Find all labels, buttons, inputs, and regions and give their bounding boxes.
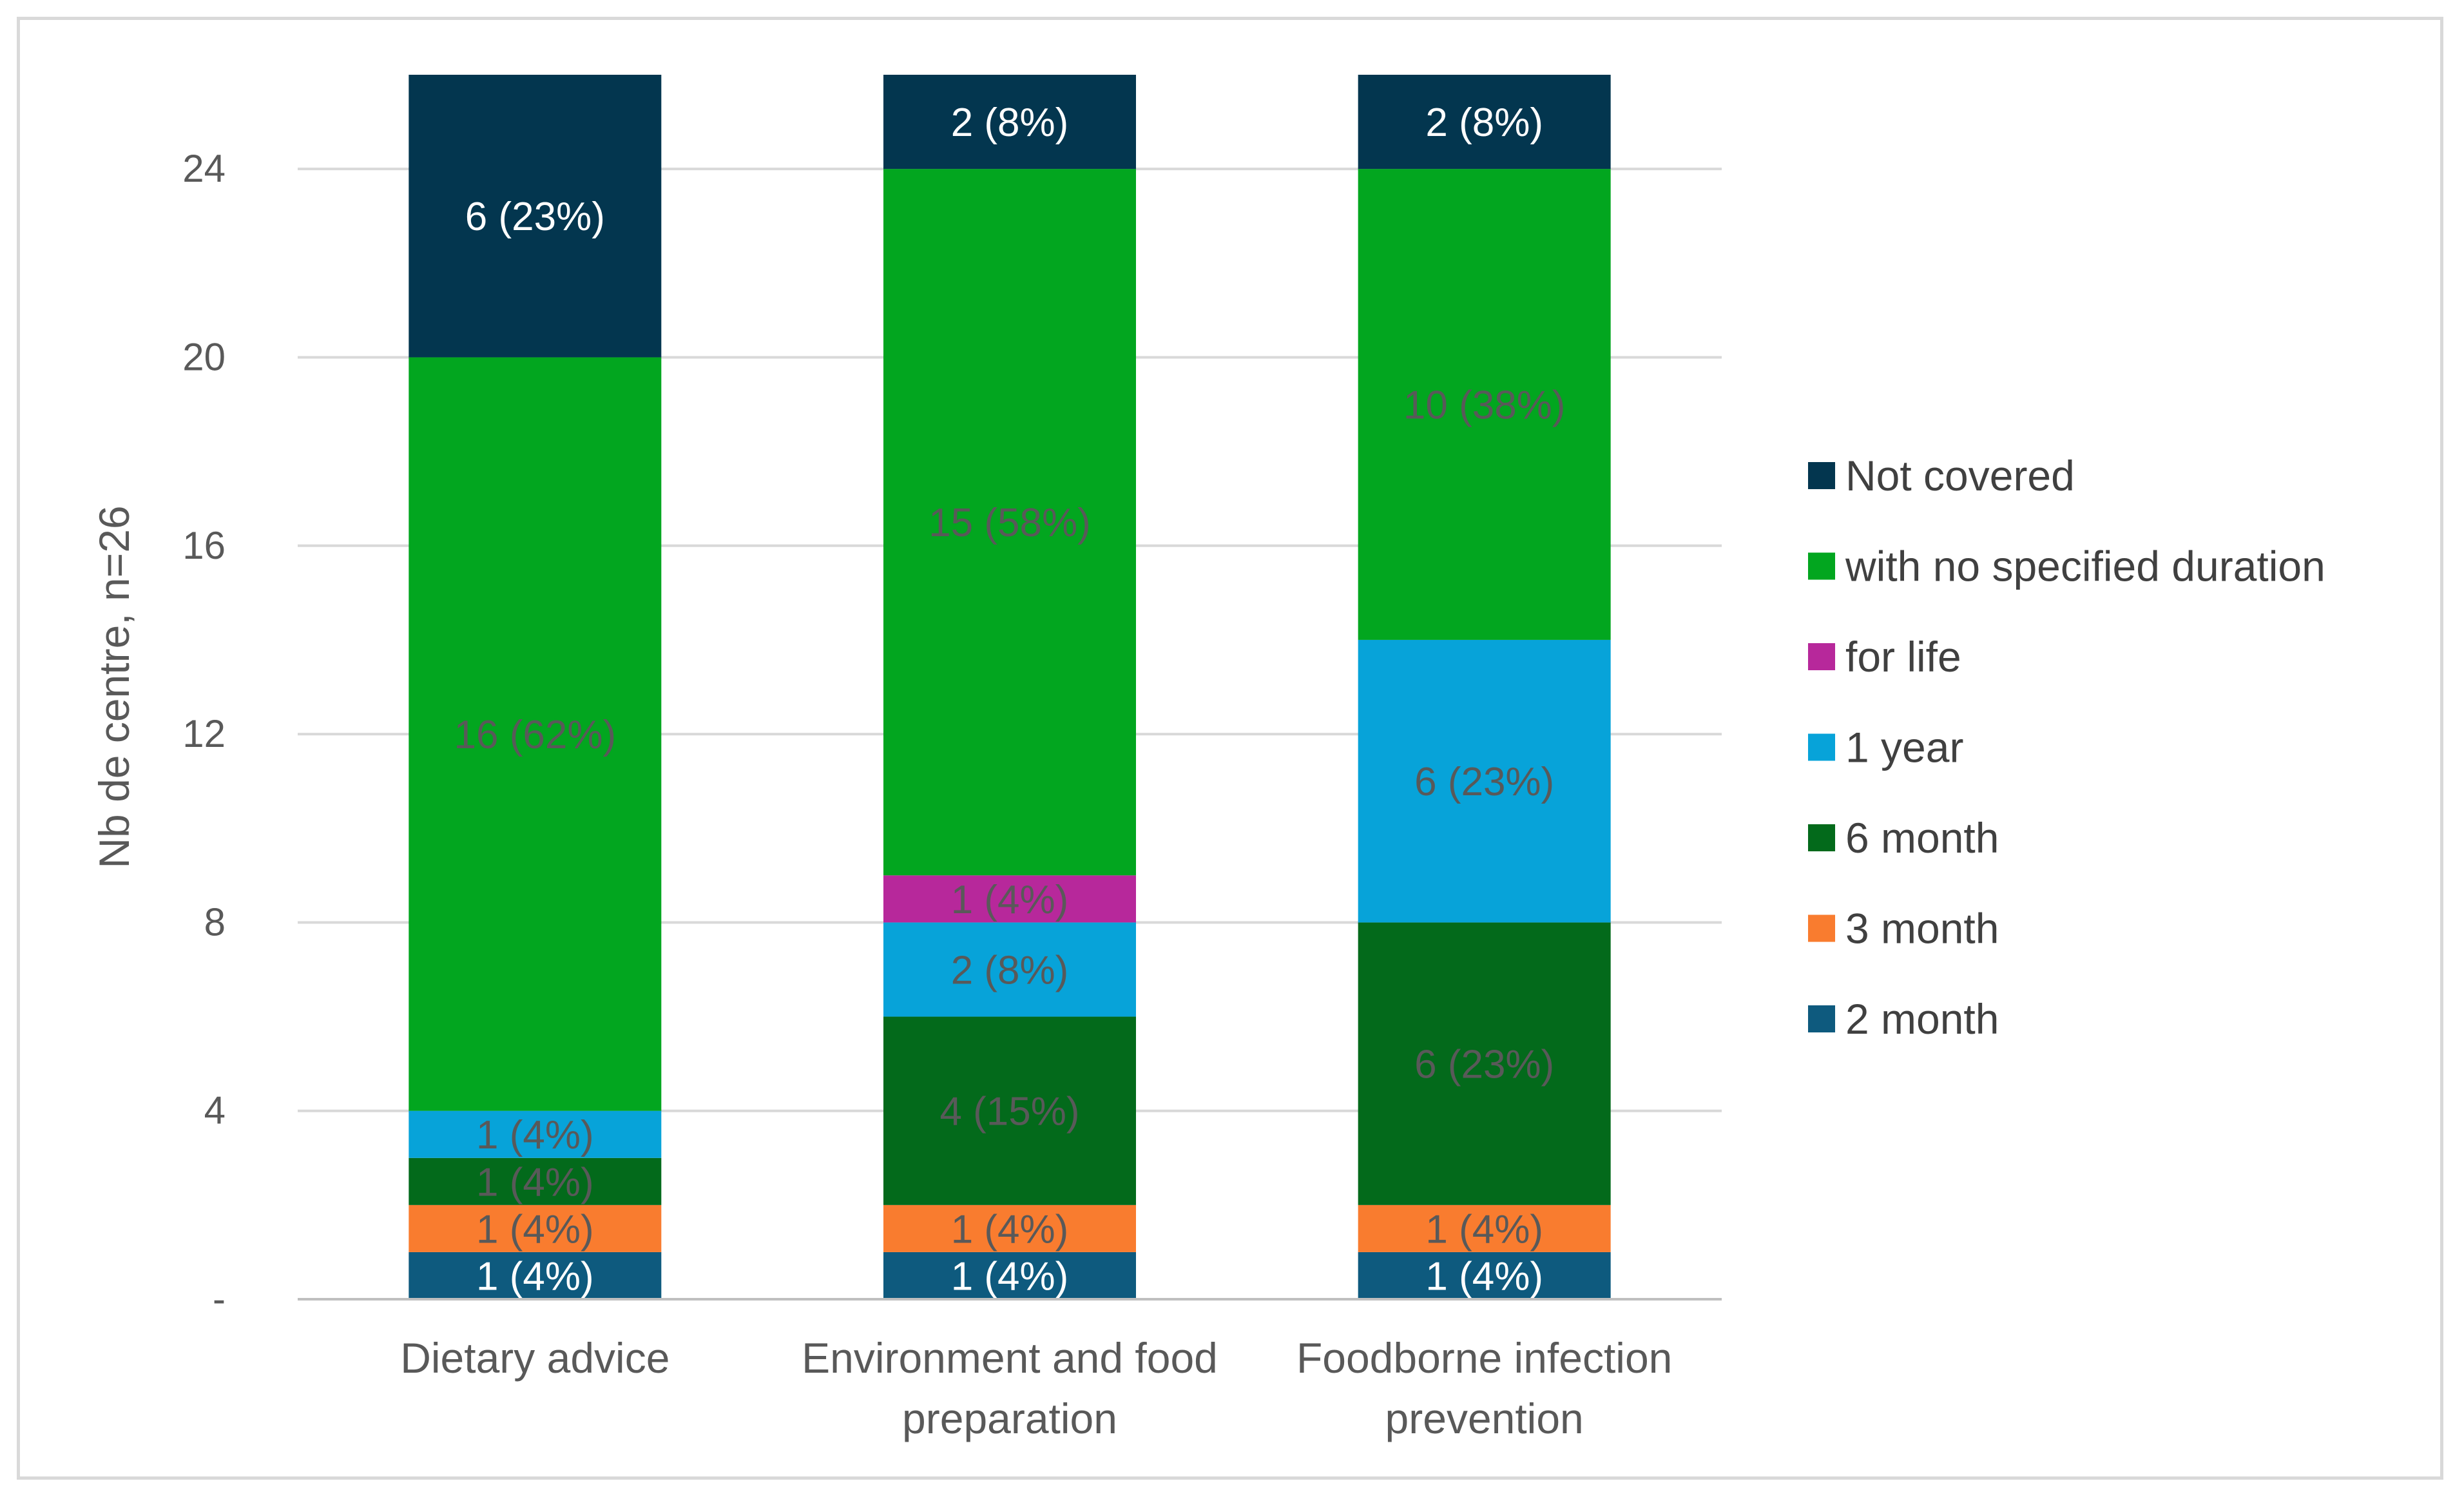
y-tick-label: 16 (182, 524, 226, 567)
data-label: 1 (4%) (951, 878, 1069, 922)
legend-label-1-year: 1 year (1845, 724, 1963, 771)
legend-label-not-covered: Not covered (1845, 452, 2075, 499)
bar-segment-3-month (883, 1204, 1136, 1252)
y-tick-label: 20 (182, 335, 226, 378)
legend-label-2-month: 2 month (1845, 995, 1999, 1043)
bar-segment-not-covered (883, 75, 1136, 169)
legend-label-for-life: for life (1845, 633, 1961, 681)
legend-swatch-1-year (1808, 733, 1835, 761)
legend-swatch-not-covered (1808, 462, 1835, 489)
y-tick-label: 12 (182, 712, 226, 755)
data-label: 1 (4%) (1425, 1254, 1543, 1299)
data-label: 2 (8%) (951, 948, 1069, 992)
bar-segment-6-month (1358, 922, 1611, 1205)
bar-segment-3-month (1358, 1204, 1611, 1252)
legend-swatch-for-life (1808, 643, 1835, 670)
legend-label-3-month: 3 month (1845, 905, 1999, 953)
legend-label-with-no-specified-duration: with no specified duration (1845, 543, 2325, 590)
data-label: 1 (4%) (476, 1254, 594, 1299)
x-category-label: Dietary advice (400, 1334, 669, 1382)
y-tick-label: 4 (204, 1089, 226, 1132)
bar-segment-not-covered (1358, 75, 1611, 169)
x-category-label: Foodborne infection (1296, 1334, 1672, 1382)
data-label: 16 (62%) (454, 713, 617, 757)
bar-segment-for-life (883, 875, 1136, 923)
legend-swatch-2-month (1808, 1005, 1835, 1032)
data-label: 1 (4%) (1425, 1207, 1543, 1252)
bar-segment-3-month (409, 1204, 662, 1252)
bar-segment-with-no-specified-duration (883, 169, 1136, 876)
data-label: 6 (23%) (1414, 760, 1554, 804)
y-tick-label: 8 (204, 900, 226, 943)
data-label: 1 (4%) (476, 1160, 594, 1204)
data-label: 1 (4%) (476, 1207, 594, 1252)
data-label: 4 (15%) (939, 1090, 1079, 1134)
y-tick-label: 24 (182, 147, 226, 190)
bar-segment-6-month (409, 1157, 662, 1205)
bar-segment-1-year (409, 1110, 662, 1158)
data-label: 6 (23%) (465, 195, 605, 239)
data-label: 1 (4%) (476, 1113, 594, 1157)
bar-segment-2-month (883, 1252, 1136, 1299)
bar-segment-2-month (409, 1252, 662, 1299)
x-category-label: preparation (902, 1395, 1117, 1442)
data-label: 6 (23%) (1414, 1043, 1554, 1087)
legend-swatch-with-no-specified-duration (1808, 552, 1835, 580)
legend-swatch-6-month (1808, 824, 1835, 851)
data-label: 15 (58%) (929, 501, 1091, 545)
x-category-label: Environment and food (802, 1334, 1218, 1382)
bar-segment-1-year (1358, 639, 1611, 923)
bar-segment-2-month (1358, 1252, 1611, 1299)
bar-segment-1-year (883, 922, 1136, 1017)
bar-segment-not-covered (409, 75, 662, 358)
data-label: 2 (8%) (951, 101, 1069, 145)
bar-segment-with-no-specified-duration (409, 357, 662, 1111)
legend-label-6-month: 6 month (1845, 814, 1999, 862)
bar-segment-6-month (883, 1016, 1136, 1205)
y-tick-label: - (213, 1277, 226, 1320)
data-label: 2 (8%) (1425, 101, 1543, 145)
data-label: 10 (38%) (1403, 383, 1566, 428)
legend-swatch-3-month (1808, 914, 1835, 942)
data-label: 1 (4%) (951, 1207, 1069, 1252)
bar-segment-with-no-specified-duration (1358, 169, 1611, 640)
data-label: 1 (4%) (951, 1254, 1069, 1299)
y-axis-title: Nb de centre, n=26 (90, 505, 138, 868)
x-category-label: prevention (1385, 1395, 1584, 1442)
